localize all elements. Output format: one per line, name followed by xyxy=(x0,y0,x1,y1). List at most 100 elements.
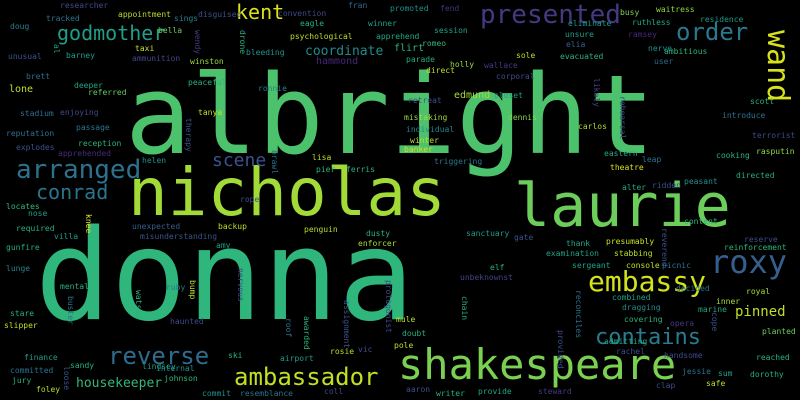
word: content xyxy=(684,217,718,226)
word: haunted xyxy=(170,317,204,326)
word: session xyxy=(434,26,468,35)
word: assignment xyxy=(342,300,351,349)
word: busy xyxy=(620,8,640,17)
word: ferris xyxy=(346,165,375,174)
word: chain xyxy=(460,296,469,321)
word: gate xyxy=(514,233,534,242)
word: kent xyxy=(236,0,285,24)
word: presumably xyxy=(606,237,655,246)
word: drone xyxy=(238,30,247,55)
word: conrad xyxy=(36,180,109,204)
word: stabbing xyxy=(614,249,653,258)
word: appointment xyxy=(118,10,171,19)
word: apprehend xyxy=(376,32,420,41)
word: commit xyxy=(202,389,231,398)
word: parade xyxy=(406,55,435,64)
word: wallace xyxy=(484,61,518,70)
word: godmother xyxy=(57,21,166,45)
word: dorothy xyxy=(750,370,784,379)
word: romeo xyxy=(422,39,447,48)
word: unbeknownst xyxy=(460,273,513,282)
word: watson xyxy=(134,290,143,319)
word: misunderstanding xyxy=(140,232,218,241)
word: enjoying xyxy=(60,108,99,117)
word: sandy xyxy=(70,361,95,370)
word: user xyxy=(654,57,674,66)
word: helen xyxy=(142,156,167,165)
word: amy xyxy=(216,241,231,250)
word: jury xyxy=(12,376,32,385)
word: rope xyxy=(240,195,260,204)
word: doubt xyxy=(402,329,427,338)
word: unusual xyxy=(8,52,42,61)
word: slipper xyxy=(4,321,38,330)
word: bella xyxy=(158,26,183,35)
word: explodes xyxy=(16,143,55,152)
word: resemblance xyxy=(240,389,293,398)
word: sum xyxy=(718,369,733,378)
word: jessie xyxy=(682,367,711,376)
word: corporal xyxy=(496,72,535,81)
word: rosie xyxy=(330,347,355,356)
word: arranged xyxy=(16,155,142,185)
word: psychological xyxy=(290,32,353,41)
word: pinned xyxy=(735,304,786,320)
word: cooking xyxy=(716,151,750,160)
word: winston xyxy=(190,57,224,66)
word: nose xyxy=(28,209,48,218)
word: finance xyxy=(24,353,58,362)
word: bleeding xyxy=(246,48,285,57)
word: ronnie xyxy=(258,84,287,93)
word: elf xyxy=(490,263,505,272)
word: clap xyxy=(656,381,676,390)
word: mule xyxy=(396,315,416,324)
word: residence xyxy=(700,15,744,24)
word: donna xyxy=(35,202,415,349)
word: nicholas xyxy=(128,154,446,231)
word: committed xyxy=(10,366,54,375)
word: apprehended xyxy=(58,149,111,158)
word: protagonist xyxy=(384,280,393,333)
word: unsure xyxy=(565,30,594,39)
word: nerve xyxy=(648,44,673,53)
word: banker xyxy=(404,145,433,154)
word: rehearsal xyxy=(618,96,627,140)
word: knee xyxy=(84,214,93,234)
word: ruthless xyxy=(632,18,671,27)
word: scott xyxy=(750,97,775,106)
word: carlos xyxy=(578,122,607,131)
word: reinforcement xyxy=(724,243,787,252)
word: penguin xyxy=(304,225,338,234)
word: enforcer xyxy=(358,239,397,248)
word: ammunition xyxy=(132,54,181,63)
word: inner xyxy=(716,297,741,306)
word: wendy xyxy=(193,30,202,55)
word: albright xyxy=(125,51,655,179)
word: lindsey xyxy=(142,362,176,371)
word: ski xyxy=(228,351,243,360)
word: reached xyxy=(756,353,790,362)
word: mental xyxy=(60,282,89,291)
word: evacuated xyxy=(560,52,604,61)
word: gunfire xyxy=(6,243,40,252)
word: scene xyxy=(212,150,267,171)
word: provide xyxy=(478,387,512,396)
word: sergeant xyxy=(572,261,611,270)
word: tanya xyxy=(198,108,223,117)
word: stadium xyxy=(20,109,54,118)
word: internal xyxy=(156,364,195,373)
word: lisa xyxy=(312,153,332,162)
word: edmund xyxy=(454,90,491,101)
word: locates xyxy=(6,202,40,211)
word: eagle xyxy=(300,19,325,28)
word: convention xyxy=(278,9,327,18)
word: cope xyxy=(710,312,719,332)
word: bump xyxy=(188,280,197,300)
word: stare xyxy=(10,309,35,318)
word: therapy xyxy=(184,118,193,152)
word: rachel xyxy=(616,347,645,356)
word: pole xyxy=(394,341,414,350)
word: safe xyxy=(706,379,726,388)
word: directed xyxy=(736,171,775,180)
word: contains xyxy=(595,325,701,350)
